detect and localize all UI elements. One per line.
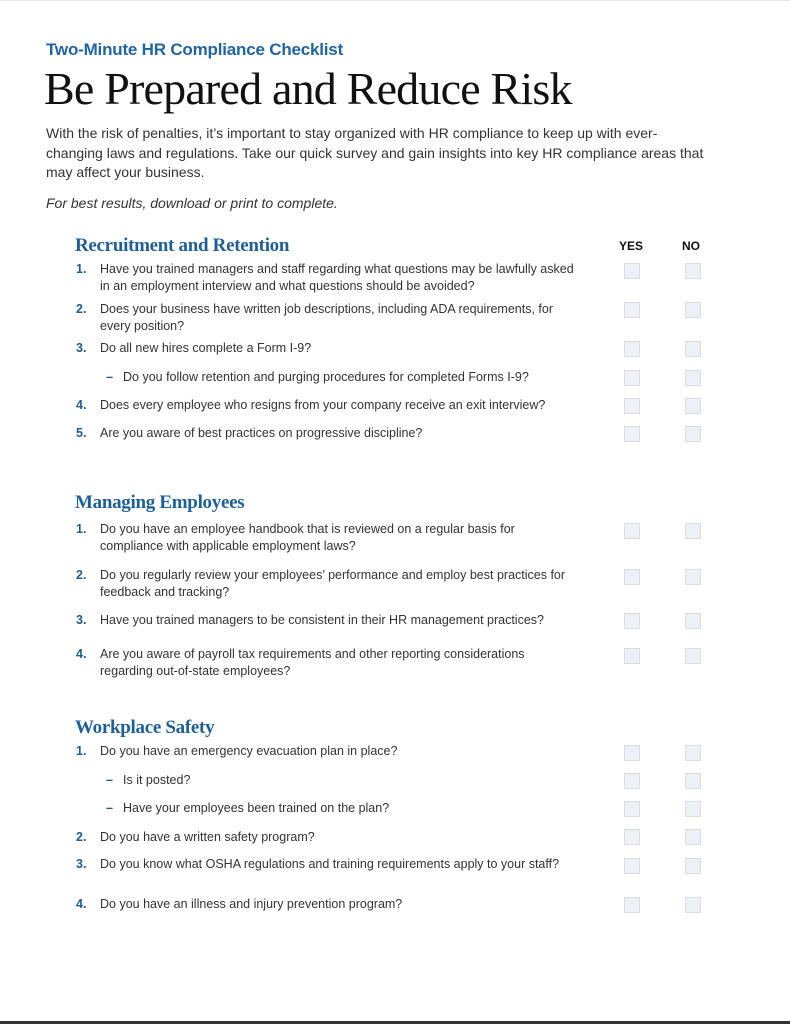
yes-checkbox[interactable] [624,523,640,539]
question-text: Have your employees been trained on the … [123,801,390,815]
download-note: For best results, download or print to c… [46,195,338,211]
yes-checkbox[interactable] [624,829,640,845]
question-text: Do you follow retention and purging proc… [123,370,529,384]
checklist-question: 1. Do you have an employee handbook that … [76,521,576,555]
yes-checkbox[interactable] [624,648,640,664]
no-checkbox[interactable] [685,398,701,414]
no-column-header: NO [682,239,700,253]
yes-checkbox[interactable] [624,398,640,414]
question-number: 3. [76,613,87,627]
checklist-question: 3. Do you know what OSHA regulations and … [76,856,576,873]
question-number: 4. [76,398,87,412]
checklist-question: 1. Do you have an emergency evacuation pl… [76,743,576,760]
yes-checkbox[interactable] [624,613,640,629]
checklist-question: 3. Have you trained managers to be consis… [76,612,576,629]
no-checkbox[interactable] [685,829,701,845]
no-checkbox[interactable] [685,341,701,357]
checklist-question: 4. Are you aware of payroll tax requireme… [76,646,576,680]
yes-checkbox[interactable] [624,801,640,817]
section-heading-recruitment: Recruitment and Retention [75,235,290,256]
section-heading-safety: Workplace Safety [75,717,215,738]
yes-checkbox[interactable] [624,858,640,874]
question-text: Is it posted? [123,773,191,787]
yes-checkbox[interactable] [624,263,640,279]
yes-checkbox[interactable] [624,370,640,386]
question-text: Have you trained managers to be consiste… [100,613,544,627]
no-checkbox[interactable] [685,426,701,442]
yes-checkbox[interactable] [624,569,640,585]
question-number: 2. [76,302,87,316]
top-border [0,0,790,1]
no-checkbox[interactable] [685,801,701,817]
question-text: Does every employee who resigns from you… [100,398,546,412]
question-text: Have you trained managers and staff rega… [100,262,574,293]
checklist-question: 4. Do you have an illness and injury prev… [76,896,576,913]
question-text: Do you have a written safety program? [100,830,315,844]
eyebrow-heading: Two-Minute HR Compliance Checklist [46,40,344,59]
question-text: Do you have an employee handbook that is… [100,522,515,553]
question-text: Does your business have written job desc… [100,302,554,333]
checklist-question: – Is it posted? [76,772,576,789]
question-number: 1. [76,262,87,276]
intro-paragraph: With the risk of penalties, it’s importa… [46,125,704,180]
checklist-question: 3. Do all new hires complete a Form I-9? [76,340,576,357]
question-number: 4. [76,897,87,911]
checklist-question: 4. Does every employee who resigns from y… [76,397,576,414]
no-checkbox[interactable] [685,745,701,761]
yes-checkbox[interactable] [624,341,640,357]
question-text: Do all new hires complete a Form I-9? [100,341,312,355]
question-number: 3. [76,857,87,871]
page-title: Be Prepared and Reduce Risk [44,63,572,114]
yes-checkbox[interactable] [624,426,640,442]
question-number: 2. [76,830,87,844]
checklist-question: – Do you follow retention and purging pro… [76,369,576,386]
yes-checkbox[interactable] [624,302,640,318]
no-checkbox[interactable] [685,370,701,386]
no-checkbox[interactable] [685,613,701,629]
no-checkbox[interactable] [685,858,701,874]
question-number: 1. [76,744,87,758]
question-number: 4. [76,647,87,661]
no-checkbox[interactable] [685,302,701,318]
question-text: Do you have an emergency evacuation plan… [100,744,398,758]
question-text: Do you have an illness and injury preven… [100,897,403,911]
checklist-question: – Have your employees been trained on the… [76,800,576,817]
checklist-question: 2. Does your business have written job de… [76,301,576,335]
yes-checkbox[interactable] [624,745,640,761]
checklist-question: 2. Do you regularly review your employees… [76,567,576,601]
no-checkbox[interactable] [685,523,701,539]
section-heading-managing: Managing Employees [75,492,245,513]
question-number: 3. [76,341,87,355]
question-number: 5. [76,426,87,440]
sub-item-dash: – [106,370,113,384]
checklist-question: 2. Do you have a written safety program? [76,829,576,846]
checklist-question: 5. Are you aware of best practices on pro… [76,425,576,442]
bottom-border [0,1021,790,1024]
question-text: Do you regularly review your employees’ … [100,568,566,599]
yes-checkbox[interactable] [624,773,640,789]
question-number: 2. [76,568,87,582]
no-checkbox[interactable] [685,648,701,664]
no-checkbox[interactable] [685,263,701,279]
no-checkbox[interactable] [685,897,701,913]
sub-item-dash: – [106,801,113,815]
no-checkbox[interactable] [685,569,701,585]
no-checkbox[interactable] [685,773,701,789]
question-text: Are you aware of payroll tax requirement… [100,647,525,678]
question-number: 1. [76,522,87,536]
yes-checkbox[interactable] [624,897,640,913]
checklist-question: 1. Have you trained managers and staff re… [76,261,576,295]
question-text: Are you aware of best practices on progr… [100,426,423,440]
sub-item-dash: – [106,773,113,787]
yes-column-header: YES [619,239,644,253]
question-text: Do you know what OSHA regulations and tr… [100,857,560,871]
